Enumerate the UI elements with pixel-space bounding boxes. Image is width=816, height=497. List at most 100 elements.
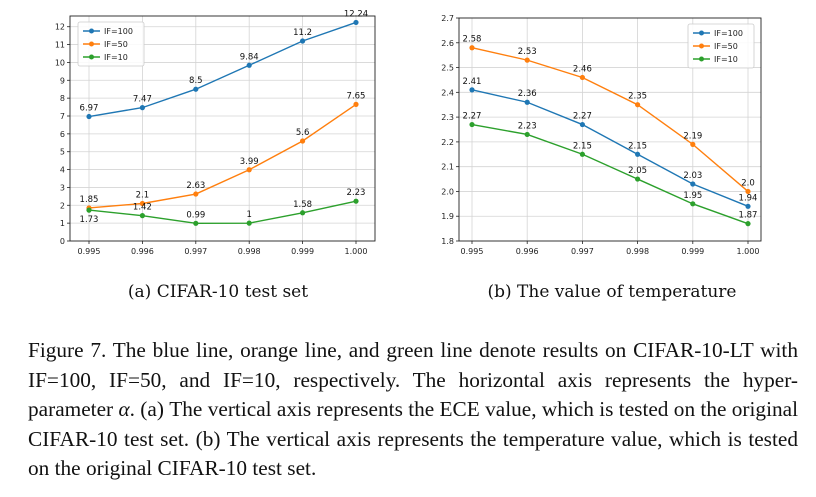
data-label: 0.99 — [186, 210, 205, 220]
data-label: 2.27 — [463, 112, 482, 122]
data-point — [469, 121, 475, 128]
data-point — [745, 221, 751, 227]
data-point — [745, 203, 751, 209]
subcaption-b: (b) The value of temperature — [487, 282, 737, 302]
y-tick-label: 9 — [60, 76, 65, 85]
data-label: 6.97 — [80, 104, 99, 114]
y-tick-label: 1 — [60, 219, 65, 228]
data-label: 2.0 — [741, 178, 755, 188]
data-point — [690, 141, 696, 147]
data-label: 11.2 — [293, 28, 312, 38]
legend-label: IF=10 — [714, 55, 738, 64]
legend-box — [687, 23, 755, 69]
y-tick-label: 12 — [55, 23, 65, 32]
legend-label: IF=10 — [104, 53, 128, 62]
data-point — [579, 121, 585, 128]
y-tick-label: 2.4 — [441, 88, 454, 97]
y-tick-label: 6 — [60, 130, 65, 139]
y-tick-label: 3 — [60, 183, 65, 192]
data-label: 2.46 — [573, 64, 592, 74]
x-tick-label: 0.998 — [238, 247, 261, 256]
data-label: 12.24 — [344, 9, 368, 19]
figure-caption: Figure 7. The blue line, orange line, an… — [28, 336, 798, 484]
y-tick-label: 2.3 — [441, 113, 454, 122]
caption-alpha: α — [118, 397, 130, 421]
data-point — [524, 57, 530, 63]
y-tick-label: 2.5 — [441, 64, 454, 73]
x-tick-label: 0.998 — [626, 247, 649, 256]
y-tick-label: 2.7 — [441, 14, 454, 23]
series-line-if-50 — [471, 47, 749, 192]
data-point — [300, 38, 306, 44]
data-label: 9.84 — [240, 52, 259, 62]
x-tick-label: 0.997 — [571, 247, 594, 256]
legend-box — [77, 21, 145, 67]
x-tick-label: 0.997 — [184, 247, 207, 256]
series-line-if-10 — [471, 123, 749, 225]
data-label: 2.36 — [518, 89, 537, 99]
data-point — [353, 198, 359, 204]
data-point — [524, 99, 530, 105]
data-label: 2.15 — [573, 141, 592, 151]
y-tick-label: 2 — [60, 201, 65, 210]
legend-label: IF=100 — [714, 29, 743, 38]
data-point — [353, 19, 359, 26]
data-label: 1 — [246, 210, 251, 220]
data-label: 8.5 — [189, 76, 203, 86]
data-point — [635, 102, 641, 108]
data-point — [86, 113, 92, 120]
x-tick-label: 0.996 — [516, 247, 539, 256]
data-label: 2.35 — [628, 92, 647, 102]
y-tick-label: 10 — [55, 58, 65, 67]
y-tick-label: 1.8 — [441, 237, 454, 246]
data-label: 1.85 — [80, 195, 99, 205]
data-point — [300, 138, 306, 144]
data-label: 2.58 — [463, 35, 482, 45]
legend-marker — [89, 41, 94, 47]
data-point — [86, 207, 92, 213]
y-tick-label: 2.0 — [441, 187, 454, 196]
caption-text-2: . (a) The vertical axis represents the E… — [28, 397, 799, 480]
y-tick-label: 8 — [60, 94, 65, 103]
chart-b-temperature: 1.8 1.9 2.0 2.1 2.2 2.3 2.4 2.5 2.6 2.7 0.995 0.996… — [441, 14, 762, 256]
legend-label: IF=50 — [104, 40, 128, 49]
subcaption-a: (a) CIFAR-10 test set — [127, 282, 309, 302]
y-tick-label: 5 — [60, 148, 65, 157]
data-label: 2.15 — [628, 141, 647, 151]
data-point — [469, 45, 475, 51]
data-point — [579, 74, 585, 81]
legend-marker — [699, 56, 704, 62]
data-label: 2.41 — [463, 77, 482, 87]
y-tick-label: 2.6 — [441, 39, 454, 48]
x-tick-label: 0.999 — [291, 247, 314, 256]
data-point — [246, 62, 252, 68]
data-point — [469, 87, 475, 93]
series-line-if-100 — [88, 21, 357, 118]
data-label: 7.65 — [347, 91, 366, 101]
y-tick-label: 4 — [60, 166, 65, 175]
y-tick-label: 2.2 — [441, 138, 454, 147]
x-tick-label: 0.995 — [78, 247, 101, 256]
x-tick-label: 1.000 — [737, 247, 760, 256]
y-tick-label: 11 — [55, 41, 65, 50]
plot-frame — [69, 15, 376, 242]
series-line-if-50 — [88, 103, 357, 209]
data-point — [690, 181, 696, 187]
data-label: 3.99 — [240, 157, 259, 167]
legend-label: IF=100 — [104, 27, 133, 36]
data-point — [139, 105, 145, 111]
data-point — [193, 191, 199, 197]
data-label: 2.23 — [518, 121, 537, 131]
data-label: 2.63 — [186, 181, 205, 191]
legend-marker — [89, 54, 94, 60]
data-label: 2.19 — [683, 131, 702, 141]
data-label: 2.23 — [347, 188, 366, 198]
data-point — [139, 200, 145, 207]
data-point — [690, 201, 696, 207]
y-tick-label: 1.9 — [441, 212, 454, 221]
y-tick-label: 7 — [60, 112, 65, 121]
y-tick-label: 2.1 — [441, 163, 454, 172]
data-point — [300, 210, 306, 216]
data-label: 2.53 — [518, 47, 537, 57]
